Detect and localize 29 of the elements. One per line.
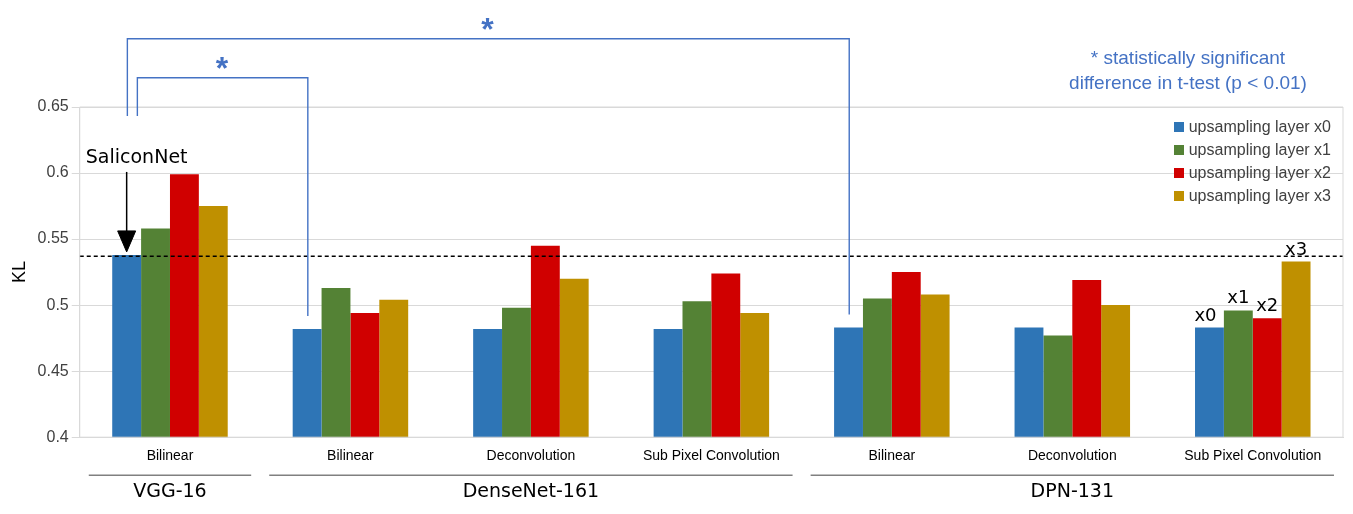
- y-tick-label: 0.5: [46, 295, 69, 313]
- annotation: x3: [1285, 237, 1308, 259]
- x-tick-label: Sub Pixel Convolution: [1184, 447, 1322, 464]
- legend-label: upsampling layer x3: [1188, 186, 1331, 205]
- annotation: x0: [1194, 303, 1217, 325]
- annotation: x2: [1256, 294, 1279, 316]
- text: *: [215, 50, 229, 86]
- y-tick-label: 0.55: [37, 229, 69, 247]
- x-tick-label: Sub Pixel Convolution: [642, 447, 780, 464]
- x-tick-label: Deconvolution: [1027, 447, 1117, 464]
- x-tick-label: Bilinear: [327, 447, 375, 464]
- y-axis-title: KL: [8, 261, 29, 284]
- legend-label: upsampling layer x1: [1188, 140, 1331, 159]
- x-tick-label: Deconvolution: [486, 447, 576, 464]
- x-tick-label: Bilinear: [868, 447, 916, 464]
- text: * statistically significant difference in t-test (p < 0.01): [1068, 45, 1308, 95]
- y-tick-label: 0.65: [37, 97, 69, 115]
- x-tick-label: Bilinear: [146, 447, 194, 464]
- text: DPN-131: [1030, 479, 1115, 502]
- y-tick-label: 0.45: [37, 361, 69, 379]
- annotation: x1: [1227, 286, 1250, 308]
- legend-label: upsampling layer x0: [1188, 117, 1331, 136]
- text: VGG-16: [133, 479, 207, 502]
- y-tick-label: 0.4: [46, 427, 69, 445]
- y-tick-label: 0.6: [46, 163, 69, 181]
- text: DenseNet-161: [462, 479, 600, 502]
- annotation: SaliconNet: [85, 144, 188, 167]
- text: *: [481, 11, 494, 47]
- legend-label: upsampling layer x2: [1188, 163, 1331, 182]
